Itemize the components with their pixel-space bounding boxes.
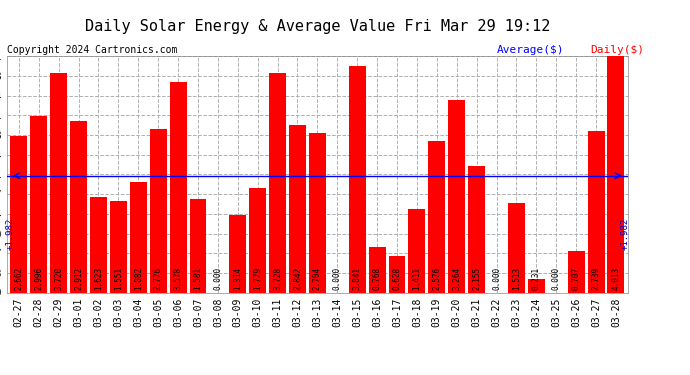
Bar bbox=[130, 182, 147, 292]
Text: Average($): Average($) bbox=[497, 45, 564, 55]
Text: 1.623: 1.623 bbox=[94, 266, 103, 290]
Text: Daily($): Daily($) bbox=[590, 45, 644, 55]
Text: 0.707: 0.707 bbox=[571, 266, 581, 290]
Text: 2.739: 2.739 bbox=[591, 266, 600, 290]
Bar bbox=[289, 125, 306, 292]
Text: 2.662: 2.662 bbox=[14, 266, 23, 290]
Bar bbox=[528, 279, 545, 292]
Bar bbox=[469, 165, 485, 292]
Text: 1.882: 1.882 bbox=[134, 266, 143, 290]
Bar bbox=[348, 66, 366, 292]
Text: 2.576: 2.576 bbox=[433, 266, 442, 290]
Text: 2.776: 2.776 bbox=[154, 266, 163, 290]
Text: Daily Solar Energy & Average Value Fri Mar 29 19:12: Daily Solar Energy & Average Value Fri M… bbox=[85, 19, 550, 34]
Bar bbox=[568, 251, 584, 292]
Bar bbox=[428, 141, 445, 292]
Bar bbox=[448, 100, 465, 292]
Text: 1.581: 1.581 bbox=[193, 266, 202, 290]
Bar bbox=[50, 74, 67, 292]
Text: +1.982: +1.982 bbox=[6, 218, 14, 250]
Text: 2.842: 2.842 bbox=[293, 266, 302, 290]
Text: 4.013: 4.013 bbox=[611, 266, 620, 290]
Bar bbox=[90, 197, 107, 292]
Text: 1.513: 1.513 bbox=[512, 266, 521, 290]
Text: 0.231: 0.231 bbox=[532, 266, 541, 290]
Text: 0.768: 0.768 bbox=[373, 266, 382, 290]
Bar bbox=[408, 209, 425, 292]
Bar bbox=[110, 201, 127, 292]
Bar bbox=[170, 82, 186, 292]
Bar bbox=[388, 255, 406, 292]
Text: 2.155: 2.155 bbox=[472, 266, 481, 290]
Text: 3.264: 3.264 bbox=[452, 266, 461, 290]
Bar bbox=[150, 129, 166, 292]
Text: 2.912: 2.912 bbox=[74, 266, 83, 290]
Bar bbox=[249, 188, 266, 292]
Text: 3.841: 3.841 bbox=[353, 266, 362, 290]
Text: 3.720: 3.720 bbox=[54, 266, 63, 290]
Bar bbox=[508, 203, 525, 292]
Text: 3.578: 3.578 bbox=[174, 266, 183, 290]
Text: 0.000: 0.000 bbox=[492, 266, 501, 290]
Bar bbox=[10, 136, 28, 292]
Bar bbox=[229, 215, 246, 292]
Text: 1.779: 1.779 bbox=[253, 266, 262, 290]
Text: 3.728: 3.728 bbox=[273, 266, 282, 290]
Text: 0.628: 0.628 bbox=[393, 266, 402, 290]
Text: 2.704: 2.704 bbox=[313, 266, 322, 290]
Text: 1.411: 1.411 bbox=[413, 266, 422, 290]
Text: 1.314: 1.314 bbox=[233, 266, 242, 290]
Text: 0.000: 0.000 bbox=[552, 266, 561, 290]
Bar bbox=[30, 116, 47, 292]
Text: 2.996: 2.996 bbox=[34, 266, 43, 290]
Bar bbox=[309, 133, 326, 292]
Text: 0.000: 0.000 bbox=[333, 266, 342, 290]
Bar bbox=[269, 73, 286, 292]
Text: +1.982: +1.982 bbox=[620, 218, 629, 250]
Bar bbox=[190, 200, 206, 292]
Bar bbox=[607, 56, 624, 292]
Bar bbox=[588, 131, 604, 292]
Text: 0.000: 0.000 bbox=[213, 266, 222, 290]
Bar bbox=[368, 247, 386, 292]
Text: 1.551: 1.551 bbox=[114, 266, 123, 290]
Text: Copyright 2024 Cartronics.com: Copyright 2024 Cartronics.com bbox=[7, 45, 177, 55]
Bar bbox=[70, 121, 87, 292]
